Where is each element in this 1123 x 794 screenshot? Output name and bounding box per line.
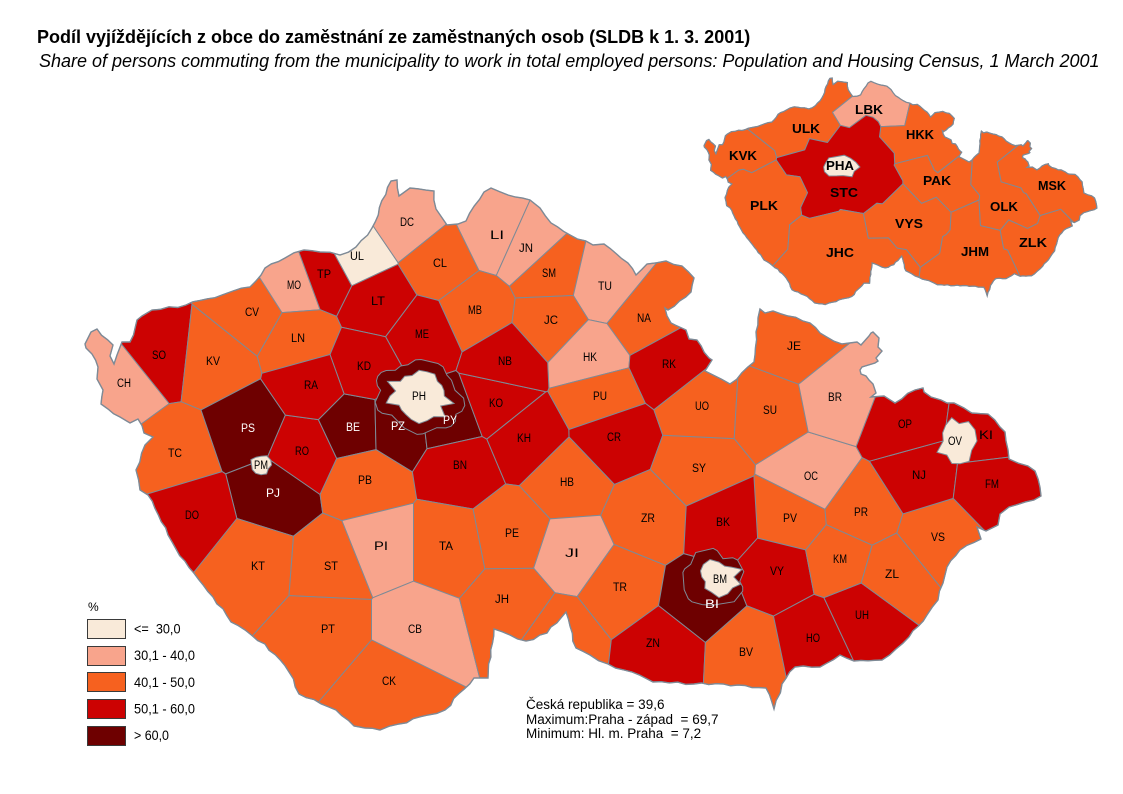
svg-text:JC: JC bbox=[544, 315, 558, 327]
svg-text:JN: JN bbox=[519, 243, 533, 255]
svg-text:NJ: NJ bbox=[912, 470, 926, 482]
svg-text:PM: PM bbox=[254, 460, 268, 472]
svg-text:LBK: LBK bbox=[855, 102, 884, 117]
svg-text:PB: PB bbox=[358, 475, 372, 487]
svg-text:CV: CV bbox=[245, 307, 259, 319]
svg-text:FM: FM bbox=[985, 479, 999, 491]
svg-text:OP: OP bbox=[898, 419, 912, 431]
svg-text:BM: BM bbox=[713, 574, 727, 586]
svg-text:MSK: MSK bbox=[1038, 178, 1067, 193]
svg-text:RK: RK bbox=[662, 359, 676, 371]
svg-text:PS: PS bbox=[241, 423, 255, 435]
svg-text:50,1 - 60,0: 50,1 - 60,0 bbox=[134, 701, 195, 717]
svg-text:KO: KO bbox=[489, 398, 503, 410]
svg-text:BV: BV bbox=[739, 647, 753, 659]
svg-text:%: % bbox=[88, 600, 99, 614]
svg-text:JHC: JHC bbox=[826, 245, 855, 260]
svg-text:OV: OV bbox=[948, 436, 962, 448]
svg-text:BN: BN bbox=[453, 460, 467, 472]
svg-text:JH: JH bbox=[495, 594, 509, 606]
svg-text:VYS: VYS bbox=[895, 216, 923, 231]
svg-text:KM: KM bbox=[833, 554, 847, 566]
svg-text:PH: PH bbox=[412, 391, 426, 403]
svg-text:PZ: PZ bbox=[391, 421, 405, 433]
svg-text:TU: TU bbox=[598, 281, 612, 293]
svg-text:ZR: ZR bbox=[641, 513, 655, 525]
svg-text:ZLK: ZLK bbox=[1019, 235, 1048, 250]
svg-text:SM: SM bbox=[542, 268, 556, 280]
svg-text:SU: SU bbox=[763, 405, 777, 417]
svg-text:MO: MO bbox=[287, 280, 301, 292]
svg-text:LN: LN bbox=[291, 333, 305, 345]
svg-text:ZN: ZN bbox=[646, 638, 660, 650]
svg-text:OC: OC bbox=[804, 471, 818, 483]
svg-text:VY: VY bbox=[770, 566, 784, 578]
svg-text:ST: ST bbox=[324, 561, 338, 573]
svg-text:HB: HB bbox=[560, 477, 574, 489]
svg-text:MB: MB bbox=[468, 305, 482, 317]
svg-text:OLK: OLK bbox=[990, 199, 1019, 214]
svg-text:30,1 - 40,0: 30,1 - 40,0 bbox=[134, 647, 195, 663]
svg-text:UH: UH bbox=[855, 610, 869, 622]
svg-text:> 60,0: > 60,0 bbox=[134, 727, 169, 743]
svg-text:HO: HO bbox=[806, 633, 820, 645]
svg-text:ME: ME bbox=[415, 329, 429, 341]
svg-text:TR: TR bbox=[613, 582, 627, 594]
svg-text:NA: NA bbox=[637, 313, 651, 325]
svg-text:STC: STC bbox=[830, 185, 859, 200]
svg-text:PLK: PLK bbox=[750, 198, 779, 213]
svg-text:KT: KT bbox=[251, 561, 265, 573]
svg-text:PY: PY bbox=[443, 415, 457, 427]
svg-text:RA: RA bbox=[304, 380, 318, 392]
svg-text:SO: SO bbox=[152, 350, 166, 362]
svg-text:NB: NB bbox=[498, 356, 512, 368]
svg-text:ZL: ZL bbox=[885, 569, 900, 581]
svg-text:PI: PI bbox=[374, 541, 388, 553]
svg-text:KVK: KVK bbox=[729, 148, 758, 163]
svg-text:JI: JI bbox=[565, 548, 579, 560]
svg-text:BR: BR bbox=[828, 392, 842, 404]
svg-text:KD: KD bbox=[357, 361, 371, 373]
svg-text:PHA: PHA bbox=[826, 158, 855, 173]
svg-text:CH: CH bbox=[117, 378, 131, 390]
svg-text:<= 30,0: <= 30,0 bbox=[134, 621, 181, 637]
svg-text:KH: KH bbox=[517, 433, 531, 445]
svg-text:PU: PU bbox=[593, 391, 607, 403]
svg-text:PJ: PJ bbox=[266, 488, 280, 500]
svg-text:KI: KI bbox=[979, 430, 993, 442]
svg-text:BK: BK bbox=[716, 517, 730, 529]
svg-text:HK: HK bbox=[583, 352, 597, 364]
svg-text:TP: TP bbox=[317, 269, 331, 281]
svg-text:JHM: JHM bbox=[961, 244, 989, 259]
svg-text:LI: LI bbox=[490, 230, 504, 242]
svg-text:JE: JE bbox=[787, 341, 801, 353]
svg-text:PAK: PAK bbox=[923, 173, 952, 188]
svg-text:CL: CL bbox=[433, 258, 448, 270]
svg-text:BI: BI bbox=[705, 599, 719, 611]
svg-text:CK: CK bbox=[382, 676, 396, 688]
svg-text:PE: PE bbox=[505, 528, 519, 540]
svg-text:PT: PT bbox=[321, 624, 335, 636]
svg-text:CR: CR bbox=[607, 432, 621, 444]
svg-text:DC: DC bbox=[400, 217, 414, 229]
svg-text:PV: PV bbox=[783, 513, 797, 525]
svg-text:RO: RO bbox=[295, 446, 309, 458]
svg-text:UO: UO bbox=[695, 401, 709, 413]
svg-text:BE: BE bbox=[346, 422, 360, 434]
svg-text:TA: TA bbox=[439, 541, 453, 553]
svg-text:LT: LT bbox=[371, 296, 385, 308]
svg-text:CB: CB bbox=[408, 624, 422, 636]
svg-text:VS: VS bbox=[931, 532, 945, 544]
svg-text:TC: TC bbox=[168, 448, 182, 460]
svg-text:UL: UL bbox=[350, 251, 365, 263]
svg-text:ULK: ULK bbox=[792, 121, 821, 136]
svg-text:PR: PR bbox=[854, 507, 868, 519]
svg-text:KV: KV bbox=[206, 356, 220, 368]
svg-text:40,1 - 50,0: 40,1 - 50,0 bbox=[134, 674, 195, 690]
svg-text:HKK: HKK bbox=[906, 127, 935, 142]
svg-text:DO: DO bbox=[185, 510, 199, 522]
svg-text:SY: SY bbox=[692, 463, 706, 475]
